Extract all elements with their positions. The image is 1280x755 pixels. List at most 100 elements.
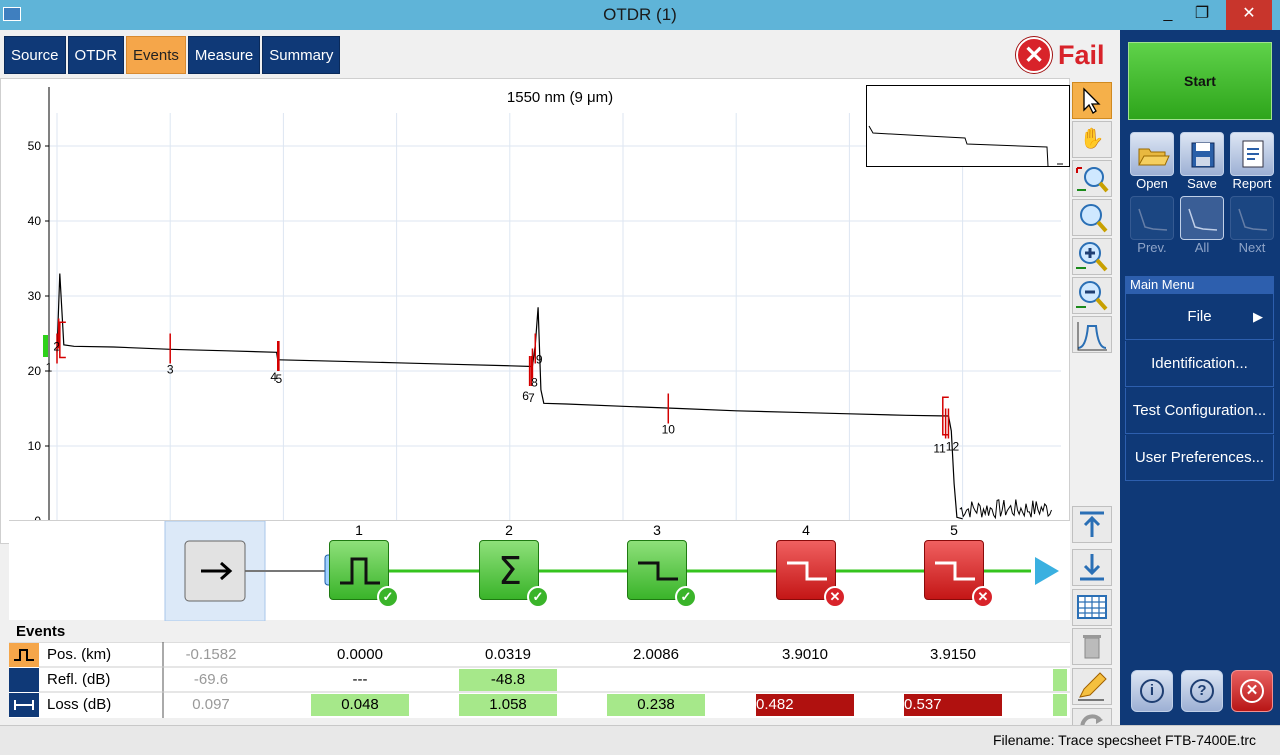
overview-window[interactable]: [866, 85, 1070, 167]
event-marker-label: 5: [276, 372, 283, 386]
row-label-reflectance: Refl. (dB): [47, 671, 111, 688]
table-cell[interactable]: 0.238: [607, 694, 705, 716]
launch-level-marker: [43, 335, 48, 357]
graph-title: 1550 nm (9 μm): [506, 89, 614, 106]
table-cell[interactable]: 0.097: [192, 696, 230, 713]
scroll-up-icon[interactable]: [1072, 506, 1112, 543]
row-label-loss: Loss (dB): [47, 696, 112, 713]
noise-floor: [959, 499, 1052, 520]
event-marker-label: 2: [53, 340, 60, 354]
event-marker-label: 8: [531, 376, 538, 390]
reflectance-row-icon: [9, 668, 39, 692]
maximize-button[interactable]: ❐: [1194, 5, 1210, 22]
minimize-button[interactable]: _: [1163, 5, 1173, 22]
menu-item-identification[interactable]: Identification...: [1125, 341, 1274, 387]
y-tick-label: 40: [28, 214, 42, 228]
save-button[interactable]: [1180, 132, 1224, 176]
event-icon-reflective[interactable]: [329, 540, 389, 600]
zoom-out-icon[interactable]: [1072, 277, 1112, 314]
table-cell[interactable]: 3.9010: [782, 646, 828, 663]
previous-trace-button[interactable]: [1130, 196, 1174, 240]
pan-hand-icon[interactable]: ✋: [1072, 121, 1112, 158]
span-marker: [942, 396, 949, 436]
table-cell[interactable]: 3.9150: [930, 646, 976, 663]
title-bar: OTDR (1) _ ❐ ✕: [0, 0, 1280, 30]
main-area: Source OTDR Events Measure Summary ✕ Fai…: [0, 30, 1120, 745]
table-cell[interactable]: [607, 669, 705, 691]
exit-button[interactable]: ✕: [1231, 670, 1273, 712]
delete-icon[interactable]: [1072, 628, 1112, 665]
scroll-down-icon[interactable]: [1072, 549, 1112, 586]
info-icon: i: [1140, 679, 1164, 703]
prev-label: Prev.: [1137, 240, 1167, 255]
y-tick-label: 20: [28, 364, 42, 378]
fail-label: Fail: [1058, 39, 1105, 70]
all-traces-button[interactable]: [1180, 196, 1224, 240]
table-cell[interactable]: 0.0000: [337, 646, 383, 663]
zoom-1to1-icon[interactable]: [1072, 199, 1112, 236]
event-icon-merged[interactable]: Σ: [479, 540, 539, 600]
span-marker: [59, 321, 66, 359]
table-cell[interactable]: 0.537: [904, 694, 1002, 716]
fail-icon: ✕: [1016, 37, 1052, 73]
submenu-arrow-icon: ▶: [1253, 309, 1263, 324]
info-button[interactable]: i: [1131, 670, 1173, 712]
start-button[interactable]: Start: [1128, 42, 1272, 120]
table-cell[interactable]: -48.8: [459, 669, 557, 691]
status-bar: Filename: Trace specsheet FTB-7400E.trc: [0, 725, 1280, 755]
tab-summary[interactable]: Summary: [262, 36, 341, 74]
linear-event-strip[interactable]: [9, 520, 1070, 622]
table-view-icon[interactable]: [1072, 589, 1112, 626]
table-cell[interactable]: 1.058: [459, 694, 557, 716]
table-cell[interactable]: [756, 669, 854, 691]
y-tick-label: 50: [28, 139, 42, 153]
events-table[interactable]: Pos. (km) Refl. (dB) Loss (dB) -0.1582 0.…: [9, 642, 1070, 718]
event-icon-non-reflective[interactable]: [776, 540, 836, 600]
full-view-icon[interactable]: [1072, 316, 1112, 353]
position-row-icon: [9, 643, 39, 667]
event-icon-non-reflective[interactable]: [924, 540, 984, 600]
overview-trace: [868, 125, 1063, 166]
svg-text:Σ: Σ: [498, 549, 522, 593]
otdr-graph[interactable]: 024681012141601020304050km12345678910111…: [0, 78, 1070, 544]
help-button[interactable]: ?: [1181, 670, 1223, 712]
table-cell[interactable]: [904, 669, 1002, 691]
table-cell[interactable]: 0.0319: [485, 646, 531, 663]
help-icon: ?: [1190, 679, 1214, 703]
y-tick-label: 10: [28, 439, 42, 453]
table-cell[interactable]: -0.1582: [185, 646, 237, 663]
zoom-area-icon[interactable]: [1072, 160, 1112, 197]
event-marker-label: 1: [46, 361, 53, 375]
edit-pencil-icon[interactable]: [1072, 668, 1112, 705]
table-cell[interactable]: 0.048: [311, 694, 409, 716]
tab-events[interactable]: Events: [126, 36, 186, 74]
window-title: OTDR (1): [603, 5, 677, 24]
pointer-icon[interactable]: [1072, 82, 1112, 119]
row-label-position: Pos. (km): [47, 646, 112, 663]
tab-source[interactable]: Source: [4, 36, 66, 74]
open-button[interactable]: [1130, 132, 1174, 176]
event-icon-non-reflective[interactable]: [627, 540, 687, 600]
event-marker-label: 11: [933, 442, 946, 456]
close-button[interactable]: ✕: [1226, 0, 1272, 30]
table-cell[interactable]: 0.482: [756, 694, 854, 716]
exit-icon: ✕: [1240, 679, 1264, 703]
tab-otdr[interactable]: OTDR: [67, 36, 125, 74]
table-cell[interactable]: ---: [352, 671, 368, 688]
event-marker-label: 4: [270, 370, 277, 384]
tab-measure[interactable]: Measure: [187, 36, 261, 74]
table-cell[interactable]: -69.6: [193, 671, 229, 688]
zoom-in-icon[interactable]: [1072, 238, 1112, 275]
menu-item-user-preferences[interactable]: User Preferences...: [1125, 435, 1274, 481]
menu-item-test-configuration[interactable]: Test Configuration...: [1125, 388, 1274, 434]
open-label: Open: [1136, 176, 1168, 191]
app-icon: [3, 7, 21, 21]
report-button[interactable]: [1230, 132, 1274, 176]
table-cell[interactable]: 2.0086: [633, 646, 679, 663]
y-tick-label: 30: [28, 289, 42, 303]
save-label: Save: [1187, 176, 1217, 191]
event-marker-label: 10: [662, 423, 676, 437]
next-trace-button[interactable]: [1230, 196, 1274, 240]
menu-item-file[interactable]: File ▶: [1125, 294, 1274, 340]
event-marker-label: 6: [522, 389, 529, 403]
